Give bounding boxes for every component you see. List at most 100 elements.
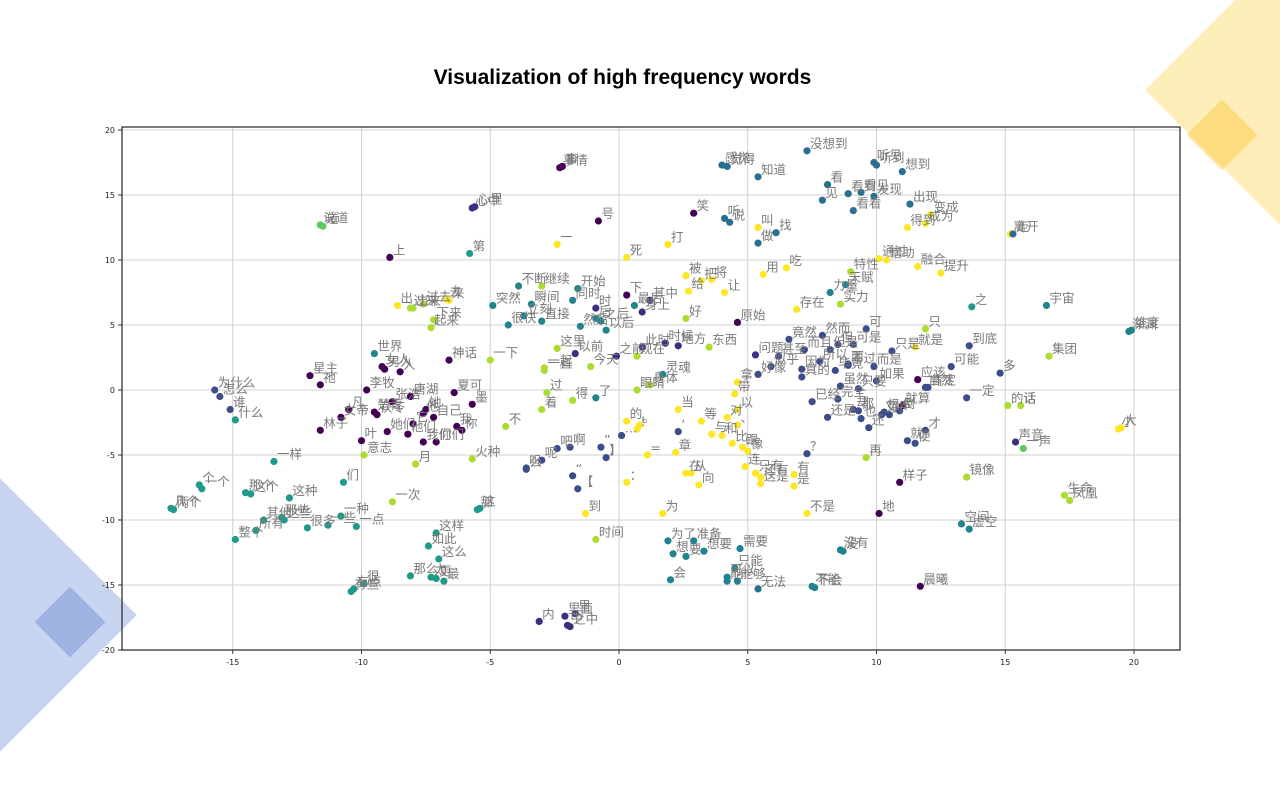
point-label: 很 (367, 569, 380, 584)
point-label: 而是 (877, 352, 903, 367)
x-tick-label: 15 (1000, 658, 1010, 667)
point-label: 原始 (740, 307, 766, 322)
point-label: 直接 (545, 306, 571, 321)
data-point (406, 392, 415, 401)
point-label: 而且 (807, 335, 832, 350)
data-point (896, 407, 904, 415)
point-label: 事 (565, 151, 578, 166)
point-label: 那 (480, 495, 493, 510)
point-label: 有些 (354, 577, 379, 592)
point-label: 甚至 (782, 341, 807, 356)
data-point (538, 282, 546, 290)
data-point (316, 426, 324, 434)
y-tick-label: 15 (105, 191, 115, 200)
data-point (360, 580, 368, 588)
data-point (757, 473, 765, 481)
point-label: 吧 (560, 434, 573, 449)
data-point (963, 473, 971, 481)
data-point (705, 343, 713, 351)
point-label: 瞬间 (534, 289, 559, 304)
point-label: 之 (975, 292, 988, 307)
point-label: 对 (730, 402, 743, 417)
data-point (1060, 491, 1069, 499)
data-point (906, 200, 914, 208)
data-point (409, 420, 417, 428)
point-label: 给 (692, 276, 705, 291)
point-label: 下 (630, 280, 643, 295)
data-point (690, 209, 698, 217)
data-point (751, 469, 760, 477)
data-point (793, 305, 801, 313)
data-point (854, 385, 863, 393)
data-point (339, 478, 348, 486)
data-point (803, 450, 811, 458)
point-label: 不过 (851, 350, 877, 365)
data-point (646, 296, 654, 304)
point-label: 一个 (205, 474, 231, 489)
point-label: 把 (704, 266, 717, 281)
point-label: 并 (892, 400, 905, 415)
data-point (337, 413, 345, 421)
point-label: 月 (419, 449, 432, 464)
point-label: 自然 (928, 372, 953, 387)
data-point (561, 612, 569, 620)
data-point (388, 398, 396, 406)
data-point (798, 373, 806, 381)
point-label: 空间 (964, 509, 989, 524)
data-point (581, 509, 590, 518)
point-label: 其中 (653, 285, 678, 300)
point-label: 要 (689, 541, 702, 556)
point-label: 无法 (761, 574, 786, 589)
data-point (872, 377, 881, 385)
point-label: 。 (643, 410, 656, 425)
point-label: 这么 (442, 544, 467, 559)
data-point (937, 269, 945, 277)
data-point (826, 288, 834, 297)
data-point (252, 526, 260, 535)
data-point (386, 253, 394, 261)
point-label: ” (604, 432, 610, 447)
data-point (553, 444, 561, 453)
data-point (571, 350, 579, 358)
point-label: 天赋 (849, 270, 875, 285)
point-label: 力量 (833, 278, 858, 293)
data-point (638, 308, 646, 316)
point-label: 变成 (934, 200, 959, 215)
point-label: 比 (735, 428, 748, 443)
point-label: 走 (1016, 219, 1029, 234)
data-point (674, 405, 682, 414)
point-label: 女帝 (344, 402, 369, 417)
data-point (957, 520, 966, 528)
point-label: ？ (810, 439, 823, 454)
point-label: 镜像 (970, 462, 996, 477)
point-label: 就算 (905, 391, 930, 406)
point-label: 它 (416, 409, 429, 424)
data-point (731, 564, 739, 572)
point-label: 最 (447, 566, 460, 581)
data-point (754, 223, 762, 232)
point-label: 自己 (437, 402, 462, 417)
point-label: 有点 (357, 574, 382, 589)
data-point (522, 465, 530, 473)
point-label: 、 (740, 410, 753, 425)
data-point (739, 443, 747, 451)
data-point (720, 214, 729, 222)
data-point (736, 545, 744, 553)
data-point (723, 413, 731, 421)
data-point (875, 509, 883, 518)
point-label: 找 (779, 218, 792, 233)
data-point (672, 448, 680, 456)
data-point (468, 204, 476, 212)
data-point (453, 422, 461, 430)
point-label: 可是 (856, 330, 882, 345)
data-point (921, 325, 930, 333)
point-label: 张浩 (395, 387, 420, 402)
point-label: 以后 (609, 315, 634, 330)
point-label: 因为 (805, 354, 830, 369)
point-label: 个 (202, 470, 215, 485)
point-label: ‘ (681, 417, 685, 432)
point-label: 她 (429, 395, 442, 410)
point-label: 在 (689, 458, 702, 473)
point-label: 女人 (385, 352, 411, 367)
point-label: 大 (1124, 413, 1137, 428)
